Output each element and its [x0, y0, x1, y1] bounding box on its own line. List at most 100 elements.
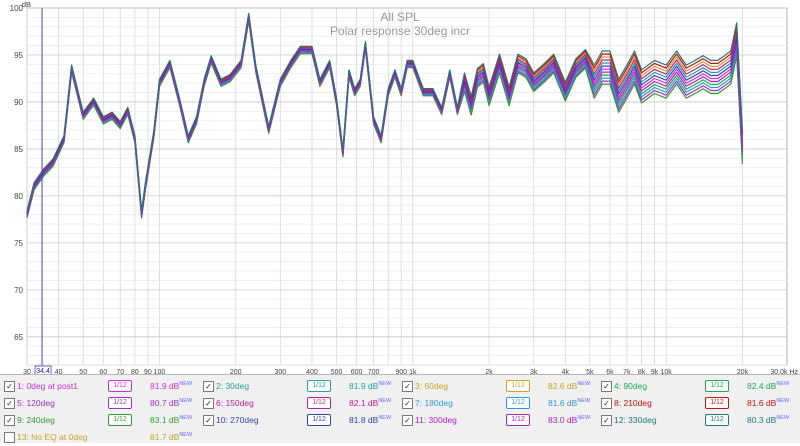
legend-level-value: 82.4 dBNEW [747, 381, 789, 391]
legend-item[interactable]: ✓ 4: 90deg 1/12 82.4 dBNEW [597, 378, 795, 395]
x-tick-label: 50 [79, 369, 87, 374]
legend-label: 9: 240deg [17, 415, 55, 425]
legend-level-value: 81.9 dBNEW [150, 381, 192, 391]
legend-item[interactable]: 13: No EQ at 0deg 81.7 dBNEW [0, 429, 198, 446]
smoothing-button[interactable]: 1/12 [307, 397, 331, 409]
legend-item[interactable]: ✓ 1: 0deg at post1 1/12 81.9 dBNEW [0, 378, 198, 395]
series-line [26, 17, 743, 216]
x-tick-label: 3k [530, 369, 538, 374]
x-tick-label: 300 [274, 369, 286, 374]
x-tick-label: 70 [116, 369, 124, 374]
chart-subtitle: Polar response 30deg incr [330, 24, 470, 38]
smoothing-button[interactable]: 1/12 [307, 414, 331, 426]
smoothing-button[interactable]: 1/12 [108, 397, 132, 409]
chart-area[interactable]: 65 70 75 80 85 90 95 100 dB 30 40 50 60 70 80 90 100 200 3… [0, 0, 800, 391]
new-badge: NEW [577, 398, 591, 405]
legend-label: 12: 330deg [614, 415, 657, 425]
legend-level-value: 83.1 dBNEW [150, 415, 192, 425]
legend-checkbox[interactable]: ✓ [203, 398, 214, 409]
legend-label: 4: 90deg [614, 381, 648, 391]
legend-label: 2: 30deg [216, 381, 250, 391]
legend-level-value: 81.9 dBNEW [349, 381, 391, 391]
legend-label: 6: 150deg [216, 398, 254, 408]
legend-item[interactable]: ✓ 10: 270deg 1/12 81.8 dBNEW [199, 412, 397, 429]
y-tick-label: 85 [14, 145, 23, 154]
new-badge: NEW [577, 381, 591, 388]
legend-item[interactable]: ✓ 2: 30deg 1/12 81.9 dBNEW [199, 378, 397, 395]
x-tick-label: 2k [485, 369, 493, 374]
chart-title: All SPL [380, 10, 420, 24]
legend-level-text: 81.8 dB [349, 415, 379, 425]
legend-item[interactable]: ✓ 5: 120deg 1/12 80.7 dBNEW [0, 395, 198, 412]
new-badge: NEW [776, 381, 790, 388]
legend-label: 11: 300deg [415, 415, 457, 425]
smoothing-button[interactable]: 1/12 [506, 414, 530, 426]
y-tick-label: 70 [14, 286, 23, 295]
legend-level-text: 80.3 dB [747, 415, 777, 425]
x-tick-label: 100 [154, 369, 166, 374]
legend-checkbox[interactable]: ✓ [601, 381, 612, 392]
y-tick-label: 95 [14, 51, 23, 60]
y-tick-label: 65 [14, 333, 23, 342]
legend-panel: ✓ 1: 0deg at post1 1/12 81.9 dBNEW ✓ 2: 30deg… [0, 374, 800, 443]
legend-label: 13: No EQ at 0deg [17, 432, 88, 442]
legend-label: 1: 0deg at post1 [17, 381, 78, 391]
smoothing-button[interactable]: 1/12 [705, 397, 729, 409]
legend-checkbox[interactable]: ✓ [4, 398, 15, 409]
legend-checkbox[interactable]: ✓ [4, 415, 15, 426]
x-tick-label: 1k [409, 369, 417, 374]
legend-level-text: 82.4 dB [747, 381, 777, 391]
legend-level-value: 83.0 dBNEW [548, 415, 590, 425]
legend-item[interactable]: ✓ 9: 240deg 1/12 83.1 dBNEW [0, 412, 198, 429]
legend-item[interactable]: ✓ 3: 60deg 1/12 82.6 dBNEW [398, 378, 596, 395]
smoothing-button[interactable]: 1/12 [307, 380, 331, 392]
y-tick-label: 75 [14, 239, 23, 248]
x-tick-label: 80 [131, 369, 139, 374]
new-badge: NEW [179, 381, 193, 388]
x-tick-label: 4k [562, 369, 570, 374]
x-tick-label: 600 [351, 369, 363, 374]
new-badge: NEW [577, 415, 591, 422]
legend-item[interactable]: ✓ 8: 210deg 1/12 81.6 dBNEW [597, 395, 795, 412]
legend-checkbox[interactable]: ✓ [402, 381, 413, 392]
smoothing-button[interactable]: 1/12 [506, 380, 530, 392]
smoothing-button[interactable]: 1/12 [705, 414, 729, 426]
legend-checkbox[interactable]: ✓ [203, 381, 214, 392]
y-tick-label: 90 [14, 98, 23, 107]
legend-level-text: 81.6 dB [548, 398, 578, 408]
legend-item[interactable]: ✓ 12: 330deg 1/12 80.3 dBNEW [597, 412, 795, 429]
y-tick-label: 100 [10, 4, 24, 13]
x-tick-label: 400 [306, 369, 318, 374]
legend-checkbox[interactable]: ✓ [601, 398, 612, 409]
x-tick-label: 8k [638, 369, 646, 374]
new-badge: NEW [378, 398, 392, 405]
legend-level-text: 83.0 dB [548, 415, 578, 425]
x-tick-label: 700 [368, 369, 380, 374]
legend-checkbox[interactable]: ✓ [203, 415, 214, 426]
x-tick-label: 500 [331, 369, 343, 374]
legend-level-value: 80.3 dBNEW [747, 415, 789, 425]
legend-checkbox[interactable]: ✓ [402, 415, 413, 426]
new-badge: NEW [378, 381, 392, 388]
legend-item[interactable]: ✓ 11: 300deg 1/12 83.0 dBNEW [398, 412, 596, 429]
legend-checkbox[interactable]: ✓ [4, 381, 15, 392]
legend-item[interactable]: ✓ 6: 150deg 1/12 82.1 dBNEW [199, 395, 397, 412]
cursor-x-label: 34.4 [36, 368, 50, 374]
x-tick-label: 40 [55, 369, 63, 374]
legend-checkbox[interactable]: ✓ [402, 398, 413, 409]
x-tick-label: 200 [230, 369, 242, 374]
series-line [26, 12, 743, 212]
new-badge: NEW [179, 432, 193, 439]
legend-level-text: 82.6 dB [548, 381, 578, 391]
legend-checkbox[interactable] [4, 432, 15, 443]
smoothing-button[interactable]: 1/12 [705, 380, 729, 392]
y-tick-label: 80 [14, 192, 23, 201]
smoothing-button[interactable]: 1/12 [506, 397, 530, 409]
smoothing-button[interactable]: 1/12 [108, 380, 132, 392]
legend-level-text: 81.9 dB [349, 381, 379, 391]
legend-checkbox[interactable]: ✓ [601, 415, 612, 426]
smoothing-button[interactable]: 1/12 [108, 414, 132, 426]
legend-item[interactable]: ✓ 7: 180deg 1/12 81.6 dBNEW [398, 395, 596, 412]
legend-label: 8: 210deg [614, 398, 652, 408]
